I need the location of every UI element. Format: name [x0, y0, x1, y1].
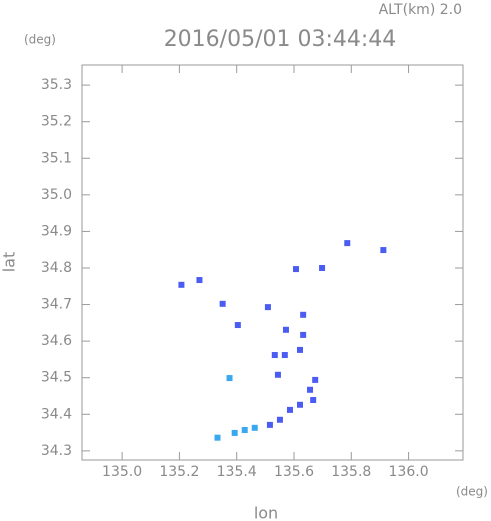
y-tick-label: 35.1 [41, 150, 72, 166]
annotation: ALT(km) 2.0 [379, 2, 462, 18]
echo-cell [310, 397, 317, 404]
x-tick-label: 135.6 [274, 464, 314, 480]
y-tick-label: 34.3 [41, 443, 72, 459]
echo-cell [319, 264, 326, 271]
x-unit: (deg) [456, 485, 488, 499]
chart-title: 2016/05/01 03:44:44 [164, 27, 397, 52]
echo-cell [307, 386, 314, 393]
echo-cell [300, 311, 307, 318]
echo-cell [231, 429, 238, 436]
echo-cell [234, 322, 241, 329]
echo-cell [297, 401, 304, 408]
echo-cell [264, 304, 271, 311]
echo-cell [219, 300, 226, 307]
x-tick-label: 135.8 [331, 464, 371, 480]
echo-cell [300, 331, 307, 338]
echo-cell [251, 424, 258, 431]
echo-cell [271, 352, 278, 359]
plot-frame [81, 64, 464, 461]
echo-cell [286, 406, 293, 413]
echo-cell [344, 240, 351, 247]
y-tick-label: 34.8 [41, 260, 72, 276]
y-tick-label: 34.9 [41, 223, 72, 239]
echo-cell [196, 277, 203, 284]
echo-cell [281, 352, 288, 359]
echo-cell [276, 416, 283, 423]
x-tick-label: 135.0 [102, 464, 142, 480]
y-tick-label: 35.0 [41, 187, 72, 203]
echo-cell [380, 247, 387, 254]
y-tick-label: 35.2 [41, 114, 72, 130]
echo-cell [214, 434, 221, 441]
echo-cell [274, 371, 281, 378]
y-tick-label: 34.6 [41, 333, 72, 349]
echo-cell [226, 375, 233, 382]
y-tick-label: 34.4 [41, 406, 72, 422]
echo-cell [241, 427, 248, 434]
x-tick-label: 135.4 [217, 464, 257, 480]
echo-cell [297, 346, 304, 353]
echo-cell [282, 326, 289, 333]
y-tick-label: 34.5 [41, 370, 72, 386]
x-tick-label: 135.2 [159, 464, 199, 480]
y-unit: (deg) [24, 33, 56, 47]
echo-cell [292, 266, 299, 273]
y-tick-label: 34.7 [41, 297, 72, 313]
x-axis-label: lon [254, 504, 278, 521]
echo-cell [266, 421, 273, 428]
echo-cell [312, 376, 319, 383]
echo-cell [178, 281, 185, 288]
y-tick-label: 35.3 [41, 77, 72, 93]
y-axis-label: lat [0, 252, 19, 273]
x-tick-label: 136.0 [389, 464, 429, 480]
